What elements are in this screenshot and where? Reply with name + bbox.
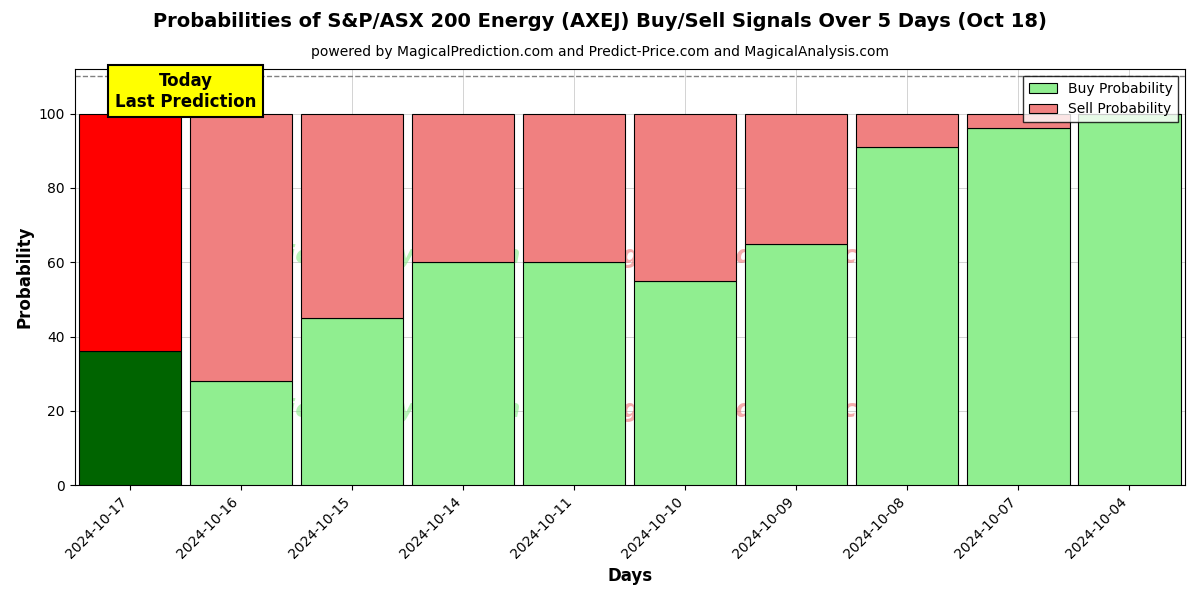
Bar — [857, 113, 959, 147]
Text: MagicalAnalysis.com: MagicalAnalysis.com — [228, 244, 521, 268]
Bar — [635, 113, 737, 281]
Bar — [79, 352, 181, 485]
Text: Today
Last Prediction: Today Last Prediction — [115, 72, 257, 110]
Bar — [190, 113, 293, 381]
Bar — [523, 262, 625, 485]
Bar — [967, 113, 1069, 128]
Bar — [301, 318, 403, 485]
Bar — [967, 128, 1069, 485]
Bar — [1079, 113, 1181, 485]
Bar — [523, 113, 625, 262]
Bar — [79, 113, 181, 352]
Bar — [857, 147, 959, 485]
Y-axis label: Probability: Probability — [16, 226, 34, 328]
Bar — [412, 113, 515, 262]
Text: Probabilities of S&P/ASX 200 Energy (AXEJ) Buy/Sell Signals Over 5 Days (Oct 18): Probabilities of S&P/ASX 200 Energy (AXE… — [154, 12, 1046, 31]
Bar — [745, 244, 847, 485]
Legend: Buy Probability, Sell Probability: Buy Probability, Sell Probability — [1024, 76, 1178, 122]
Text: MagicalAnalysis.com: MagicalAnalysis.com — [228, 398, 521, 422]
Text: powered by MagicalPrediction.com and Predict-Price.com and MagicalAnalysis.com: powered by MagicalPrediction.com and Pre… — [311, 45, 889, 59]
Bar — [745, 113, 847, 244]
Bar — [190, 381, 293, 485]
X-axis label: Days: Days — [607, 567, 653, 585]
Bar — [412, 262, 515, 485]
Text: MagicalPrediction.com: MagicalPrediction.com — [581, 244, 901, 268]
Text: MagicalPrediction.com: MagicalPrediction.com — [581, 398, 901, 422]
Bar — [635, 281, 737, 485]
Bar — [301, 113, 403, 318]
